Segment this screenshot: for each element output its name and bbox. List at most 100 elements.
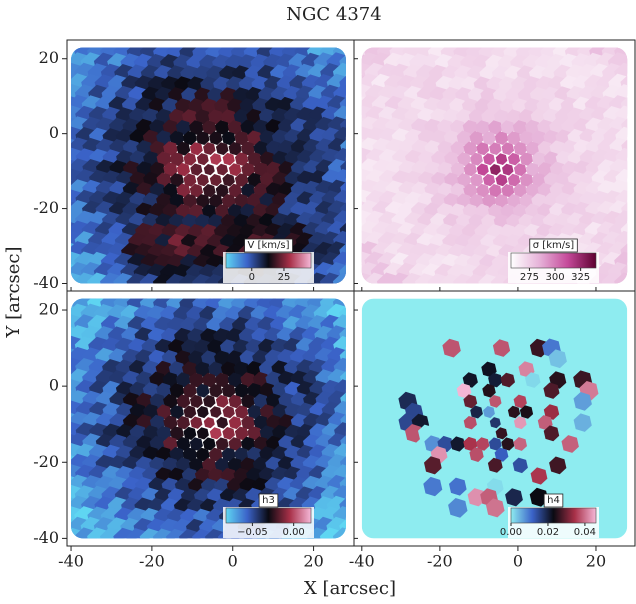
- voronoi-bin: [463, 183, 478, 198]
- colorbar-label: V [km/s]: [248, 240, 290, 251]
- voronoi-bin: [215, 372, 230, 388]
- voronoi-bin: [183, 173, 197, 187]
- voronoi-bin: [196, 383, 210, 398]
- voronoi-bin: [501, 437, 515, 451]
- voronoi-bin: [482, 194, 496, 209]
- voronoi-bin: [182, 383, 197, 398]
- voronoi-bin: [234, 426, 249, 441]
- voronoi-bin: [530, 467, 548, 485]
- voronoi-bin: [170, 405, 184, 420]
- voronoi-bin: [163, 162, 178, 177]
- voronoi-bin: [175, 372, 191, 388]
- voronoi-bin: [227, 120, 243, 136]
- voronoi-bin: [234, 173, 249, 187]
- colorbar-tick-label: 0.04: [574, 527, 596, 538]
- voronoi-bin: [507, 131, 521, 146]
- voronoi-bin: [234, 383, 249, 398]
- voronoi-bin: [573, 413, 592, 432]
- voronoi-bin: [548, 349, 567, 369]
- voronoi-bin: [189, 437, 203, 451]
- y-tick-label: 20: [39, 300, 59, 319]
- voronoi-bin: [483, 153, 495, 166]
- voronoi-bin: [495, 174, 508, 187]
- voronoi-bin: [494, 131, 509, 145]
- voronoi-bin: [475, 120, 491, 136]
- colorbar-label: h3: [262, 495, 275, 506]
- voronoi-bin: [405, 424, 424, 443]
- voronoi-bin: [470, 405, 483, 419]
- voronoi-bin: [235, 152, 249, 166]
- voronoi-bin: [501, 142, 515, 156]
- y-tick-label: -40: [33, 528, 59, 547]
- voronoi-bin: [163, 141, 178, 157]
- voronoi-bin: [176, 162, 190, 177]
- voronoi-bin: [543, 382, 560, 399]
- voronoi-bin: [449, 477, 467, 496]
- voronoi-bin: [215, 184, 229, 198]
- voronoi-bin: [215, 394, 229, 408]
- voronoi-bin: [456, 383, 472, 399]
- voronoi-bin: [561, 435, 579, 453]
- voronoi-bin: [210, 153, 222, 165]
- voronoi-bin: [482, 383, 496, 398]
- voronoi-bin: [176, 141, 191, 156]
- voronoi-bin: [196, 406, 209, 419]
- voronoi-bin: [502, 163, 514, 176]
- voronoi-bin: [228, 163, 242, 177]
- x-tick-label: -40: [349, 552, 375, 571]
- colorbar: [510, 252, 597, 269]
- x-tick-label: -20: [139, 552, 165, 571]
- colorbar-tick-label: −0.05: [237, 527, 268, 538]
- voronoi-bin: [469, 447, 484, 462]
- map-panel: -40 -20 0 20 h4 0.00 0.02 0.04: [349, 290, 636, 571]
- voronoi-bin: [525, 162, 540, 177]
- voronoi-bin: [189, 183, 203, 198]
- voronoi-bin: [513, 394, 527, 409]
- y-tick-label: -20: [33, 198, 59, 217]
- voronoi-bin: [182, 447, 198, 462]
- voronoi-bin: [216, 416, 228, 429]
- voronoi-bin: [176, 416, 190, 430]
- voronoi-bin: [487, 457, 503, 473]
- voronoi-map: [71, 298, 346, 539]
- voronoi-bin: [519, 173, 534, 187]
- voronoi-bin: [209, 383, 223, 398]
- voronoi-bin: [500, 120, 515, 135]
- voronoi-bin: [190, 163, 203, 176]
- y-tick-label: 0: [49, 123, 59, 142]
- colorbar: [510, 507, 597, 524]
- voronoi-bin: [495, 427, 508, 440]
- voronoi-bin: [332, 527, 346, 539]
- voronoi-bin: [512, 457, 528, 474]
- colorbar-label-box: [543, 493, 564, 508]
- y-axis-label: Y [arcsec]: [3, 246, 24, 338]
- voronoi-bin: [222, 173, 235, 187]
- voronoi-bin: [210, 406, 222, 418]
- map-panel: σ [km/s] 275 300 325: [353, 39, 636, 292]
- colorbar-label-box: [258, 493, 279, 508]
- voronoi-bin: [195, 194, 210, 209]
- voronoi-bin: [196, 131, 210, 145]
- voronoi-bin: [163, 415, 178, 430]
- voronoi-bin: [424, 456, 442, 475]
- voronoi-bin: [235, 405, 249, 419]
- voronoi-bin: [507, 405, 521, 419]
- voronoi-bin: [228, 394, 242, 409]
- voronoi-bin: [209, 427, 222, 440]
- voronoi-bin: [525, 141, 540, 156]
- voronoi-bin: [176, 183, 191, 198]
- voronoi-bin: [531, 151, 547, 167]
- voronoi-bin: [543, 404, 560, 420]
- voronoi-bin: [163, 393, 178, 409]
- voronoi-bin: [513, 163, 527, 177]
- voronoi-bin: [208, 194, 223, 209]
- voronoi-bin: [483, 406, 495, 419]
- voronoi-bin: [463, 141, 478, 156]
- voronoi-bin: [494, 447, 509, 462]
- voronoi-bin: [247, 426, 262, 441]
- voronoi-bin: [202, 372, 217, 388]
- voronoi-bin: [169, 130, 185, 146]
- voronoi-bin: [519, 405, 534, 419]
- voronoi-bin: [462, 372, 478, 388]
- voronoi-bin: [247, 151, 262, 167]
